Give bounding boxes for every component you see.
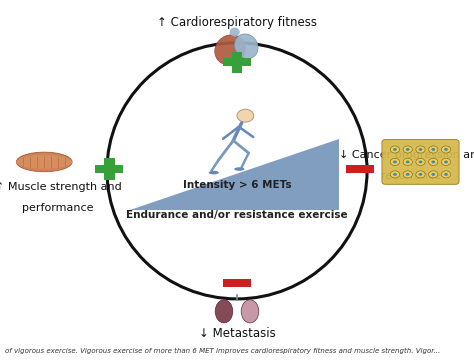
Ellipse shape [235, 34, 258, 59]
Circle shape [406, 173, 410, 176]
Circle shape [431, 160, 435, 163]
Text: ↑ Cardiorespiratory fitness: ↑ Cardiorespiratory fitness [157, 16, 317, 29]
Polygon shape [130, 139, 339, 210]
Circle shape [237, 109, 254, 122]
Ellipse shape [241, 300, 259, 323]
Circle shape [419, 160, 422, 163]
Circle shape [416, 158, 425, 166]
Circle shape [419, 173, 422, 176]
Text: Intensity > 6 METs: Intensity > 6 METs [182, 180, 292, 190]
Circle shape [431, 148, 435, 151]
Ellipse shape [229, 28, 240, 37]
Circle shape [444, 173, 448, 176]
FancyBboxPatch shape [232, 52, 242, 73]
Circle shape [403, 171, 412, 178]
Ellipse shape [215, 300, 233, 323]
Text: performance: performance [22, 203, 94, 213]
Text: ↓ Cancer progression and: ↓ Cancer progression and [338, 150, 474, 160]
Circle shape [406, 160, 410, 163]
Circle shape [431, 173, 435, 176]
Text: Endurance and/or resistance exercise: Endurance and/or resistance exercise [126, 210, 348, 220]
Circle shape [416, 146, 425, 153]
Circle shape [393, 173, 397, 176]
FancyBboxPatch shape [346, 165, 374, 173]
FancyBboxPatch shape [104, 158, 115, 180]
FancyBboxPatch shape [223, 279, 251, 287]
Ellipse shape [215, 35, 245, 65]
Circle shape [428, 171, 438, 178]
FancyBboxPatch shape [95, 165, 123, 173]
FancyBboxPatch shape [382, 139, 459, 184]
Circle shape [428, 146, 438, 153]
Circle shape [441, 146, 451, 153]
Circle shape [406, 148, 410, 151]
Circle shape [441, 171, 451, 178]
Circle shape [441, 158, 451, 166]
Ellipse shape [209, 171, 219, 174]
Text: of vigorous exercise. Vigorous exercise of more than 6 MET improves cardiorespir: of vigorous exercise. Vigorous exercise … [5, 348, 440, 354]
Ellipse shape [234, 167, 245, 171]
Circle shape [393, 148, 397, 151]
Circle shape [390, 171, 400, 178]
Circle shape [416, 171, 425, 178]
Circle shape [428, 158, 438, 166]
Circle shape [419, 148, 422, 151]
Text: ↓ Metastasis: ↓ Metastasis [199, 327, 275, 340]
Text: recurrence: recurrence [381, 171, 441, 181]
Text: ↑ Muscle strength and: ↑ Muscle strength and [0, 182, 121, 192]
Circle shape [403, 158, 412, 166]
Circle shape [390, 158, 400, 166]
Circle shape [403, 146, 412, 153]
Circle shape [444, 160, 448, 163]
Ellipse shape [17, 152, 72, 172]
Ellipse shape [17, 155, 72, 169]
Circle shape [393, 160, 397, 163]
Circle shape [444, 148, 448, 151]
FancyBboxPatch shape [223, 58, 251, 66]
Circle shape [390, 146, 400, 153]
